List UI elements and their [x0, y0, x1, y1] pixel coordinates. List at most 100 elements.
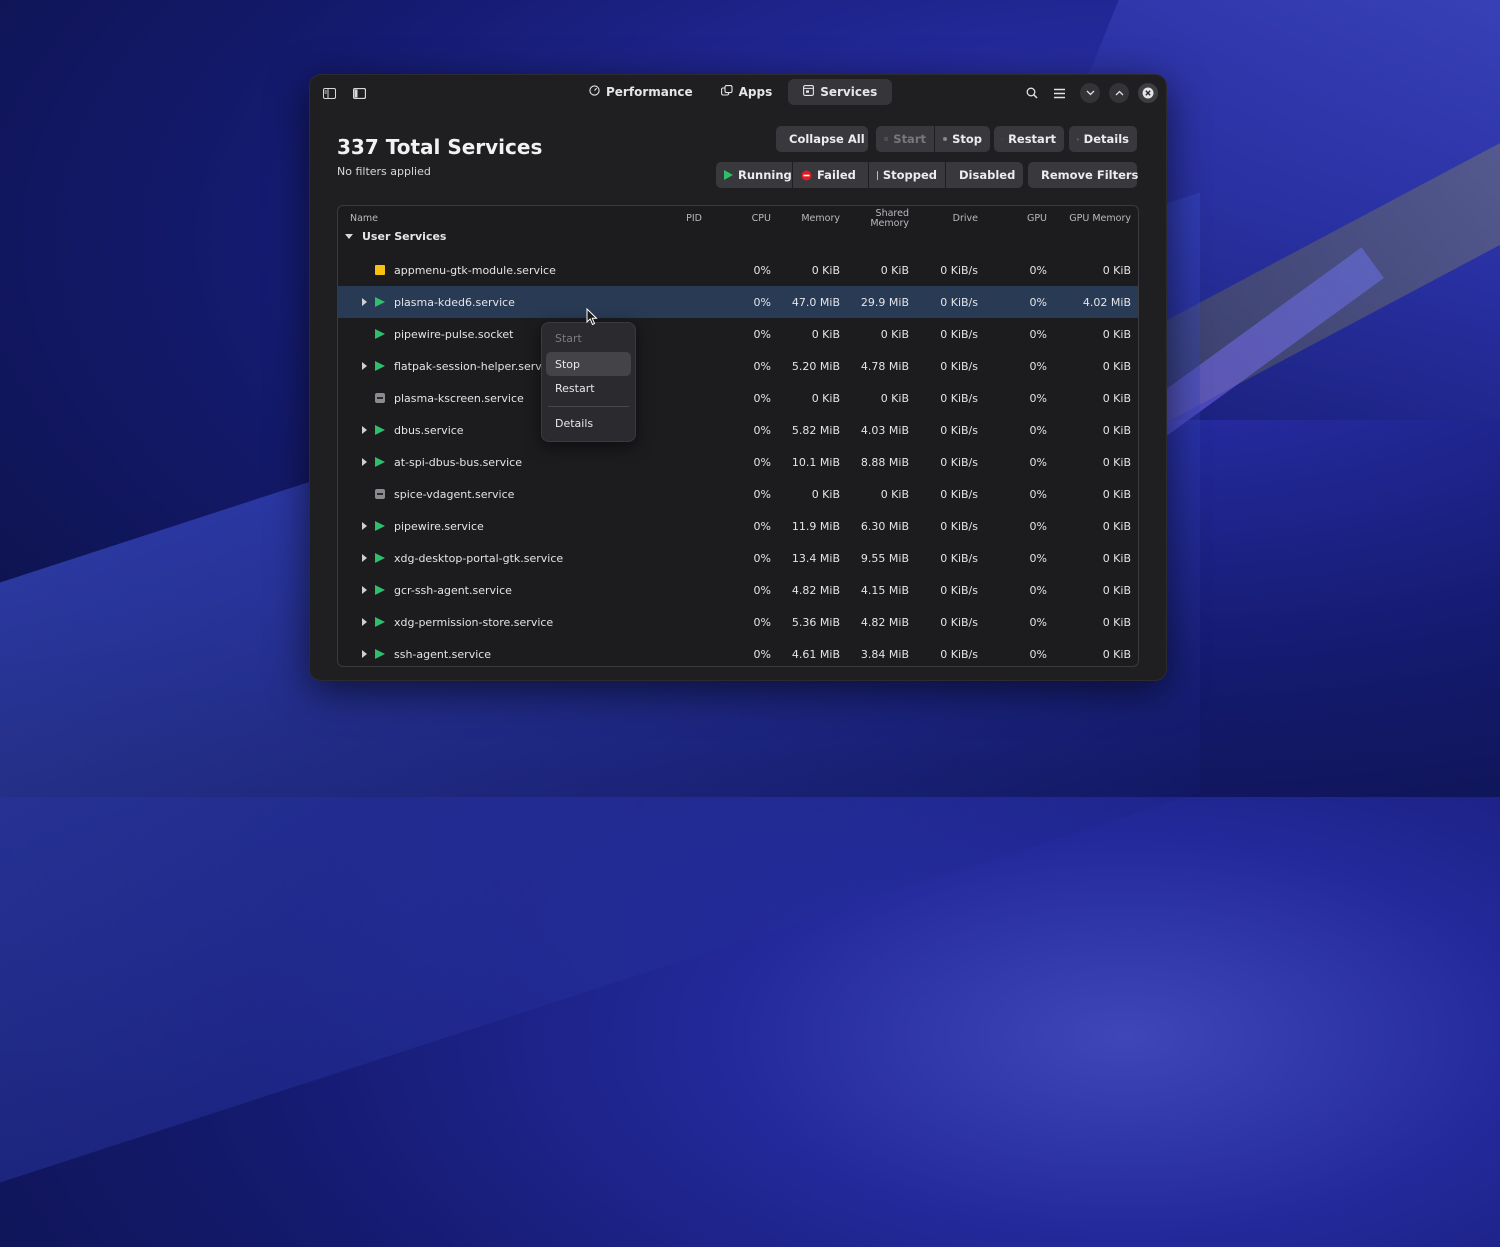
cell-cpu: 0%: [728, 510, 771, 542]
filter-running-button[interactable]: Running: [716, 162, 792, 188]
cell-shared: 6.30 MiB: [853, 510, 909, 542]
tab-services[interactable]: Services: [788, 79, 892, 105]
tab-performance[interactable]: Performance: [577, 79, 705, 105]
column-header-memory[interactable]: Memory: [788, 206, 840, 232]
chevron-right-icon[interactable]: [362, 362, 367, 370]
running-icon: [724, 170, 733, 180]
column-header-label: Memory: [870, 219, 909, 229]
service-name: spice-vdagent.service: [394, 478, 514, 510]
chevron-right-icon[interactable]: [362, 554, 367, 562]
cell-shared: 8.88 MiB: [853, 446, 909, 478]
cell-drive: 0 KiB/s: [928, 382, 978, 414]
cell-memory: 0 KiB: [788, 318, 840, 350]
cell-gpu-memory: 0 KiB: [1068, 382, 1131, 414]
column-header-gpu[interactable]: GPU: [1008, 206, 1047, 232]
service-name: plasma-kded6.service: [394, 286, 515, 318]
running-icon: [375, 521, 385, 531]
cell-memory: 13.4 MiB: [788, 542, 840, 574]
remove-filters-button[interactable]: Remove Filters: [1028, 162, 1137, 188]
cell-shared: 0 KiB: [853, 318, 909, 350]
cell-drive: 0 KiB/s: [928, 638, 978, 667]
cell-gpu: 0%: [1008, 254, 1047, 286]
titlebar: Performance Apps Services: [310, 75, 1166, 111]
column-header-cpu[interactable]: CPU: [728, 206, 771, 232]
chevron-right-icon[interactable]: [362, 458, 367, 466]
start-button[interactable]: Start: [876, 126, 934, 152]
button-label: Start: [893, 132, 926, 146]
menu-item-stop[interactable]: Stop: [546, 352, 631, 376]
group-label: User Services: [362, 230, 446, 243]
collapse-all-button[interactable]: Collapse All: [776, 126, 868, 152]
filter-failed-button[interactable]: Failed: [793, 162, 868, 188]
details-button[interactable]: Details: [1069, 126, 1137, 152]
stop-button[interactable]: Stop: [935, 126, 990, 152]
cell-gpu: 0%: [1008, 574, 1047, 606]
tab-apps[interactable]: Apps: [709, 79, 785, 105]
button-label: Disabled: [959, 168, 1015, 182]
cell-gpu: 0%: [1008, 350, 1047, 382]
service-name: at-spi-dbus-bus.service: [394, 446, 522, 478]
minimize-icon[interactable]: [1080, 83, 1100, 103]
cell-gpu-memory: 0 KiB: [1068, 446, 1131, 478]
cell-drive: 0 KiB/s: [928, 510, 978, 542]
filter-status: No filters applied: [337, 165, 431, 178]
chevron-right-icon[interactable]: [362, 298, 367, 306]
service-name: xdg-desktop-portal-gtk.service: [394, 542, 563, 574]
group-header-user-services[interactable]: User Services: [338, 227, 446, 245]
running-icon: [375, 553, 385, 563]
cell-cpu: 0%: [728, 318, 771, 350]
disabled-icon: [375, 393, 385, 403]
chevron-right-icon[interactable]: [362, 618, 367, 626]
maximize-icon[interactable]: [1109, 83, 1129, 103]
cell-shared: 4.15 MiB: [853, 574, 909, 606]
column-header-drive[interactable]: Drive: [928, 206, 978, 232]
menu-item-restart[interactable]: Restart: [546, 376, 631, 400]
chevron-right-icon[interactable]: [362, 650, 367, 658]
cell-cpu: 0%: [728, 286, 771, 318]
restart-button[interactable]: Restart: [994, 126, 1064, 152]
filter-disabled-button[interactable]: Disabled: [946, 162, 1023, 188]
tab-label: Performance: [606, 85, 693, 99]
service-name: plasma-kscreen.service: [394, 382, 524, 414]
close-icon[interactable]: [1138, 83, 1158, 103]
running-icon: [375, 649, 385, 659]
cell-gpu: 0%: [1008, 414, 1047, 446]
cell-shared: 4.78 MiB: [853, 350, 909, 382]
running-icon: [375, 617, 385, 627]
chevron-right-icon[interactable]: [362, 586, 367, 594]
menu-item-start[interactable]: Start: [546, 326, 631, 350]
button-label: Stopped: [883, 168, 937, 182]
cell-cpu: 0%: [728, 446, 771, 478]
cell-drive: 0 KiB/s: [928, 606, 978, 638]
column-header-gpu-memory[interactable]: GPU Memory: [1068, 206, 1131, 232]
chevron-right-icon[interactable]: [362, 522, 367, 530]
cell-cpu: 0%: [728, 606, 771, 638]
search-icon[interactable]: [1022, 83, 1042, 103]
sidebar-toggle-icon[interactable]: [319, 83, 339, 103]
hamburger-menu-icon[interactable]: [1049, 83, 1069, 103]
cell-drive: 0 KiB/s: [928, 318, 978, 350]
menu-item-details[interactable]: Details: [546, 411, 631, 435]
page-title: 337 Total Services: [337, 135, 542, 159]
panel-toggle-icon[interactable]: [349, 83, 369, 103]
column-header-pid[interactable]: PID: [668, 206, 702, 232]
filter-stopped-button[interactable]: Stopped: [869, 162, 945, 188]
chevron-right-icon[interactable]: [362, 426, 367, 434]
button-label: Collapse All: [789, 132, 865, 146]
running-icon: [375, 425, 385, 435]
